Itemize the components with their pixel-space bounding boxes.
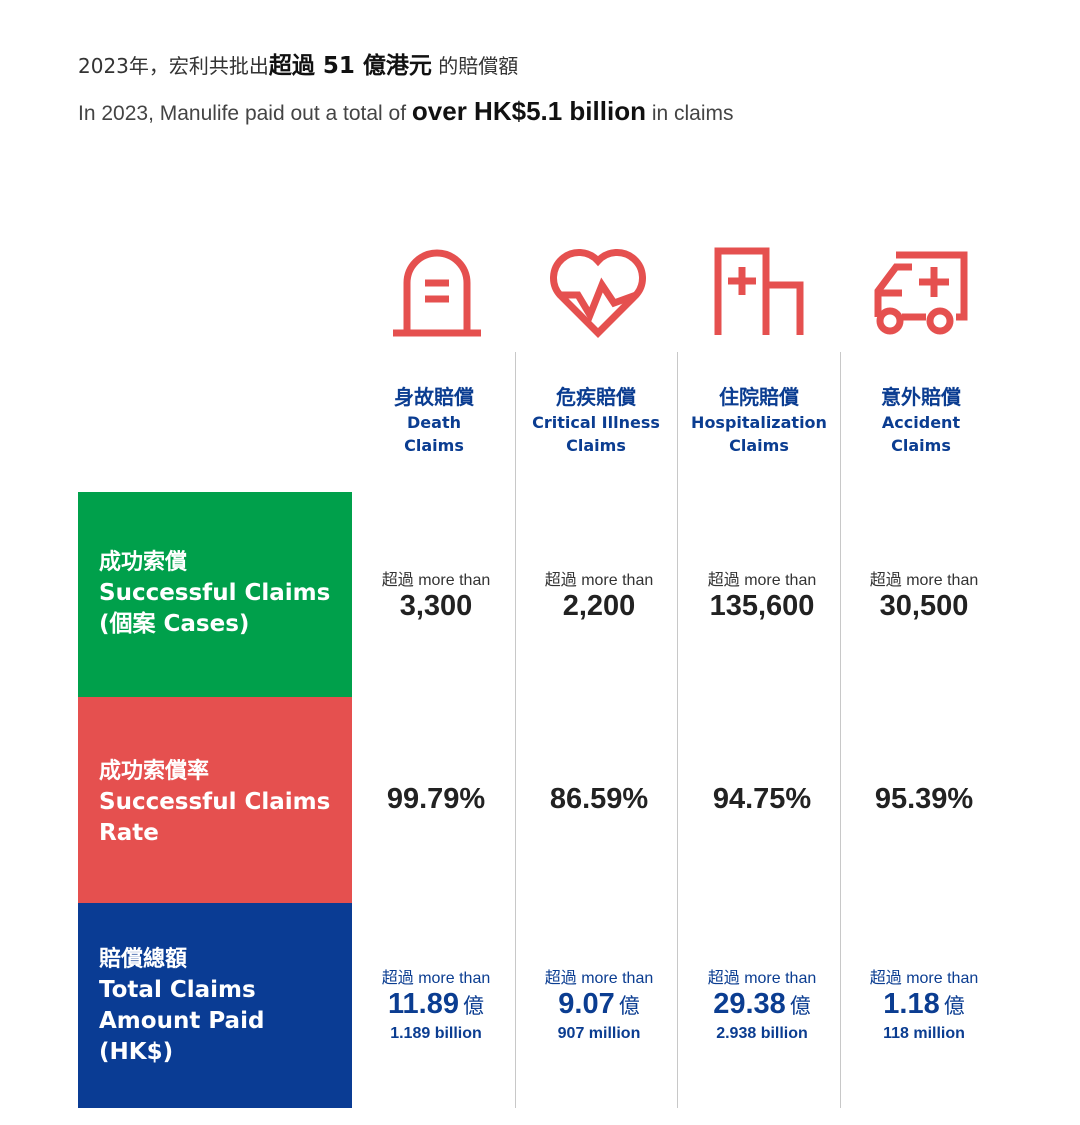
more-than-label: 超過 more than <box>869 970 979 987</box>
rate-cell-critical-illness: 86.59% <box>519 783 679 816</box>
row-label-en: Total Claims Amount Paid (HK$) <box>99 977 265 1065</box>
more-than-label: 超過 more than <box>707 970 817 987</box>
row-label-zh: 成功索償 <box>99 550 188 575</box>
row-label-successful-claims: 成功索償 Successful Claims (個案 Cases) <box>78 492 352 697</box>
amount-value: 29.38 <box>713 988 786 1020</box>
row-label-claims-rate: 成功索償率 Successful Claims Rate <box>78 697 352 903</box>
column-title-en: Accident Claims <box>881 413 961 455</box>
amount-value: 9.07 <box>558 988 615 1020</box>
cases-cell-death: 超過 more than 3,300 <box>356 566 516 623</box>
more-than-label: 超過 more than <box>381 572 491 589</box>
rate-cell-accident: 95.39% <box>844 783 1004 816</box>
row-label-en: Successful Claims (個案 Cases) <box>99 580 331 637</box>
more-than-label: 超過 more than <box>544 970 654 987</box>
rate-cell-death: 99.79% <box>356 783 516 816</box>
amount-cell-death: 超過 more than 11.89 億 1.189 billion <box>356 964 516 1043</box>
rate-value: 95.39% <box>874 783 974 815</box>
headline-en-prefix: In 2023, Manulife paid out a total of <box>78 102 412 125</box>
headline-en-highlight: over HK$5.1 billion <box>411 96 646 126</box>
headline-chinese: 2023年，宏利共批出超過 51 億港元 的賠償額 <box>78 46 518 80</box>
column-divider <box>840 352 841 1108</box>
amount-unit: 億 <box>943 994 965 1018</box>
column-title-en: Critical Illness Claims <box>532 413 660 455</box>
rate-value: 99.79% <box>386 783 486 815</box>
column-header-critical-illness: 危疾賠償 Critical Illness Claims <box>516 383 676 457</box>
amount-english: 118 million <box>883 1025 965 1042</box>
cases-value: 135,600 <box>709 590 815 622</box>
column-divider <box>515 352 516 1108</box>
cases-cell-accident: 超過 more than 30,500 <box>844 566 1004 623</box>
column-title-zh: 危疾賠償 <box>556 385 636 409</box>
heart-pulse-icon <box>550 245 646 341</box>
amount-cell-hospitalization: 超過 more than 29.38 億 2.938 billion <box>682 964 842 1043</box>
column-title-en: Death Claims <box>404 413 464 455</box>
row-label-total-amount: 賠償總額 Total Claims Amount Paid (HK$) <box>78 903 352 1108</box>
column-title-zh: 住院賠償 <box>719 385 799 409</box>
headline-zh-suffix: 的賠償額 <box>431 54 519 78</box>
row-label-zh: 成功索償率 <box>99 759 210 784</box>
amount-english: 907 million <box>557 1025 641 1042</box>
headline-zh-prefix: 2023年，宏利共批出 <box>78 54 269 78</box>
hospital-icon <box>712 245 808 341</box>
headline-en-suffix: in claims <box>645 102 734 125</box>
cases-value: 30,500 <box>879 590 969 622</box>
cases-cell-critical-illness: 超過 more than 2,200 <box>519 566 679 623</box>
amount-cell-accident: 超過 more than 1.18 億 118 million <box>844 964 1004 1043</box>
amount-unit: 億 <box>789 994 811 1018</box>
ambulance-icon <box>872 245 968 341</box>
column-divider <box>677 352 678 1108</box>
headline-zh-highlight: 超過 51 億港元 <box>268 53 432 79</box>
tombstone-icon <box>389 245 485 341</box>
amount-value: 11.89 <box>388 988 459 1020</box>
amount-unit: 億 <box>618 994 640 1018</box>
row-label-en: Successful Claims Rate <box>99 789 331 846</box>
amount-unit: 億 <box>462 994 484 1018</box>
amount-english: 2.938 billion <box>716 1025 808 1042</box>
headline-english: In 2023, Manulife paid out a total of ov… <box>78 96 734 127</box>
cases-value: 2,200 <box>562 590 636 622</box>
more-than-label: 超過 more than <box>544 572 654 589</box>
more-than-label: 超過 more than <box>869 572 979 589</box>
column-header-death: 身故賠償 Death Claims <box>354 383 514 457</box>
more-than-label: 超過 more than <box>707 572 817 589</box>
row-label-zh: 賠償總額 <box>99 947 188 972</box>
amount-english: 1.189 billion <box>390 1025 482 1042</box>
cases-cell-hospitalization: 超過 more than 135,600 <box>682 566 842 623</box>
rate-cell-hospitalization: 94.75% <box>682 783 842 816</box>
rate-value: 86.59% <box>549 783 649 815</box>
column-title-zh: 意外賠償 <box>881 385 961 409</box>
amount-value: 1.18 <box>883 988 940 1020</box>
more-than-label: 超過 more than <box>381 970 491 987</box>
column-header-accident: 意外賠償 Accident Claims <box>841 383 1001 457</box>
rate-value: 94.75% <box>712 783 812 815</box>
column-title-en: Hospitalization Claims <box>691 413 827 455</box>
column-title-zh: 身故賠償 <box>394 385 474 409</box>
cases-value: 3,300 <box>399 590 473 622</box>
amount-cell-critical-illness: 超過 more than 9.07 億 907 million <box>519 964 679 1043</box>
column-header-hospitalization: 住院賠償 Hospitalization Claims <box>679 383 839 457</box>
